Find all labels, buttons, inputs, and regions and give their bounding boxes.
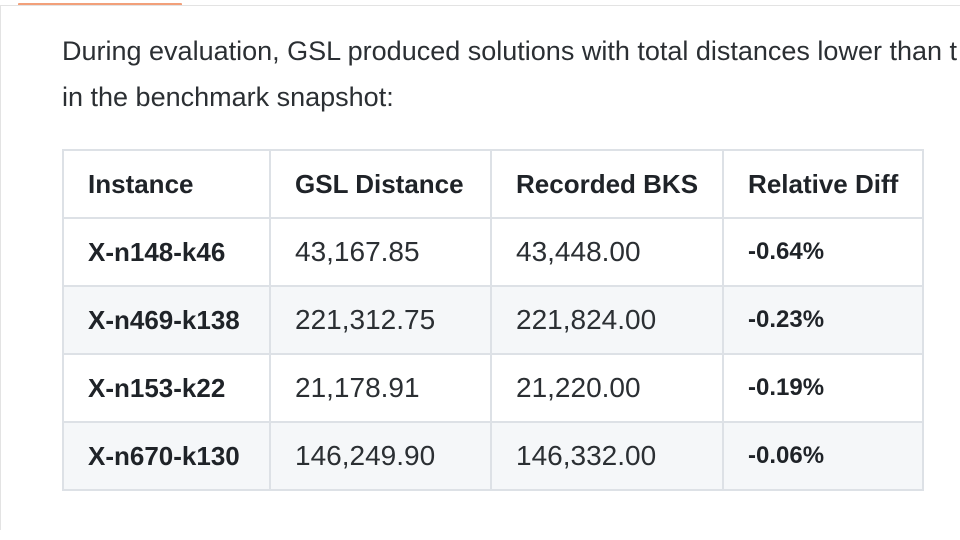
table-row: X-n670-k130 146,249.90 146,332.00 -0.06% xyxy=(62,421,925,491)
table-row: X-n148-k46 43,167.85 43,448.00 -0.64% xyxy=(62,217,925,287)
intro-container: During evaluation, GSL produced solution… xyxy=(62,28,960,120)
top-divider xyxy=(0,5,960,6)
header-gsl-distance: GSL Distance xyxy=(269,149,492,219)
cell-recorded-bks: 221,824.00 xyxy=(489,285,725,355)
results-table: Instance GSL Distance Recorded BKS Relat… xyxy=(62,149,925,491)
cell-gsl-distance: 21,178.91 xyxy=(269,353,492,423)
header-recorded-bks: Recorded BKS xyxy=(489,149,725,219)
cell-relative-diff: -0.19% xyxy=(722,353,925,423)
header-relative-diff: Relative Diff xyxy=(722,149,925,219)
table-header-row: Instance GSL Distance Recorded BKS Relat… xyxy=(62,149,925,219)
intro-line-1: During evaluation, GSL produced solution… xyxy=(62,36,958,66)
cell-instance: X-n148-k46 xyxy=(62,217,271,287)
cell-instance: X-n153-k22 xyxy=(62,353,271,423)
cell-instance: X-n469-k138 xyxy=(62,285,271,355)
active-tab-indicator xyxy=(18,3,182,6)
cell-gsl-distance: 221,312.75 xyxy=(269,285,492,355)
cell-relative-diff: -0.06% xyxy=(722,421,925,491)
table-row: X-n469-k138 221,312.75 221,824.00 -0.23% xyxy=(62,285,925,355)
intro-line-2: in the benchmark snapshot: xyxy=(62,82,394,112)
cell-relative-diff: -0.64% xyxy=(722,217,925,287)
cell-recorded-bks: 43,448.00 xyxy=(489,217,725,287)
cell-instance: X-n670-k130 xyxy=(62,421,271,491)
header-instance: Instance xyxy=(62,149,271,219)
cell-gsl-distance: 43,167.85 xyxy=(269,217,492,287)
cell-gsl-distance: 146,249.90 xyxy=(269,421,492,491)
cell-recorded-bks: 21,220.00 xyxy=(489,353,725,423)
left-divider xyxy=(0,6,1,530)
cell-recorded-bks: 146,332.00 xyxy=(489,421,725,491)
cell-relative-diff: -0.23% xyxy=(722,285,925,355)
intro-paragraph: During evaluation, GSL produced solution… xyxy=(62,28,960,120)
table-row: X-n153-k22 21,178.91 21,220.00 -0.19% xyxy=(62,353,925,423)
